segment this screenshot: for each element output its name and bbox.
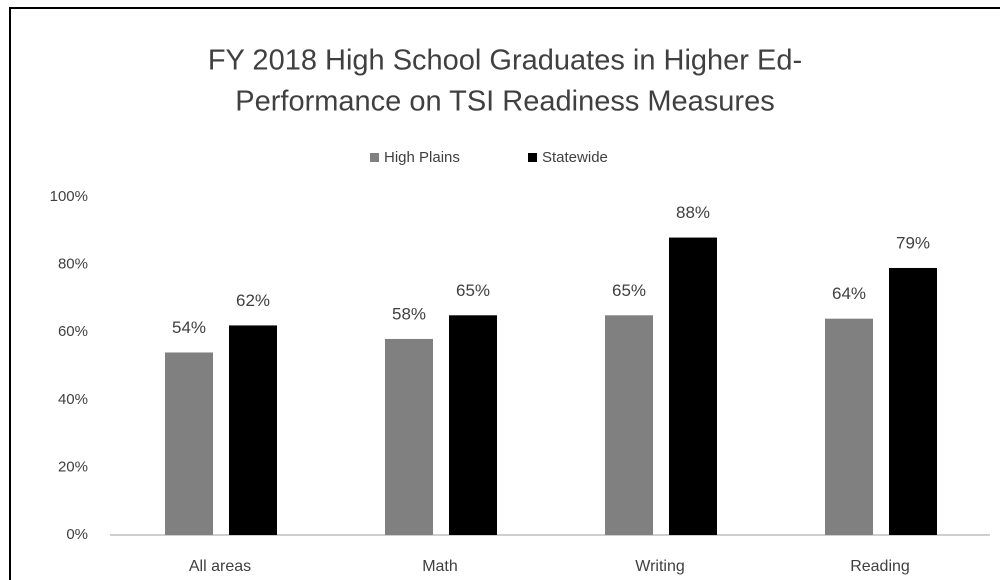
legend-swatch xyxy=(528,153,537,162)
data-label: 79% xyxy=(896,233,930,252)
bar xyxy=(165,352,213,535)
legend-label: Statewide xyxy=(542,149,608,166)
data-label: 88% xyxy=(676,203,710,222)
y-tick-label: 60% xyxy=(58,323,88,340)
y-tick-label: 0% xyxy=(66,526,88,543)
bar xyxy=(449,315,497,535)
bar xyxy=(385,338,433,535)
y-tick-label: 100% xyxy=(50,188,88,205)
x-tick-label: All areas xyxy=(189,558,251,575)
y-tick-label: 20% xyxy=(58,458,88,475)
bar xyxy=(605,315,653,535)
data-label: 64% xyxy=(832,284,866,303)
x-tick-label: Writing xyxy=(635,558,685,575)
legend-swatch xyxy=(370,153,379,162)
chart-title: Performance on TSI Readiness Measures xyxy=(235,86,774,118)
data-label: 58% xyxy=(392,304,426,323)
chart-title: FY 2018 High School Graduates in Higher … xyxy=(208,45,802,77)
data-label: 65% xyxy=(612,281,646,300)
legend-label: High Plains xyxy=(384,149,460,166)
bar xyxy=(229,325,277,535)
data-label: 65% xyxy=(456,281,490,300)
x-tick-label: Reading xyxy=(850,558,910,575)
bar xyxy=(825,318,873,535)
y-tick-label: 80% xyxy=(58,256,88,273)
bar xyxy=(889,267,937,535)
x-tick-label: Math xyxy=(422,558,458,575)
bar xyxy=(669,237,717,535)
data-label: 54% xyxy=(172,318,206,337)
y-tick-label: 40% xyxy=(58,391,88,408)
data-label: 62% xyxy=(236,291,270,310)
